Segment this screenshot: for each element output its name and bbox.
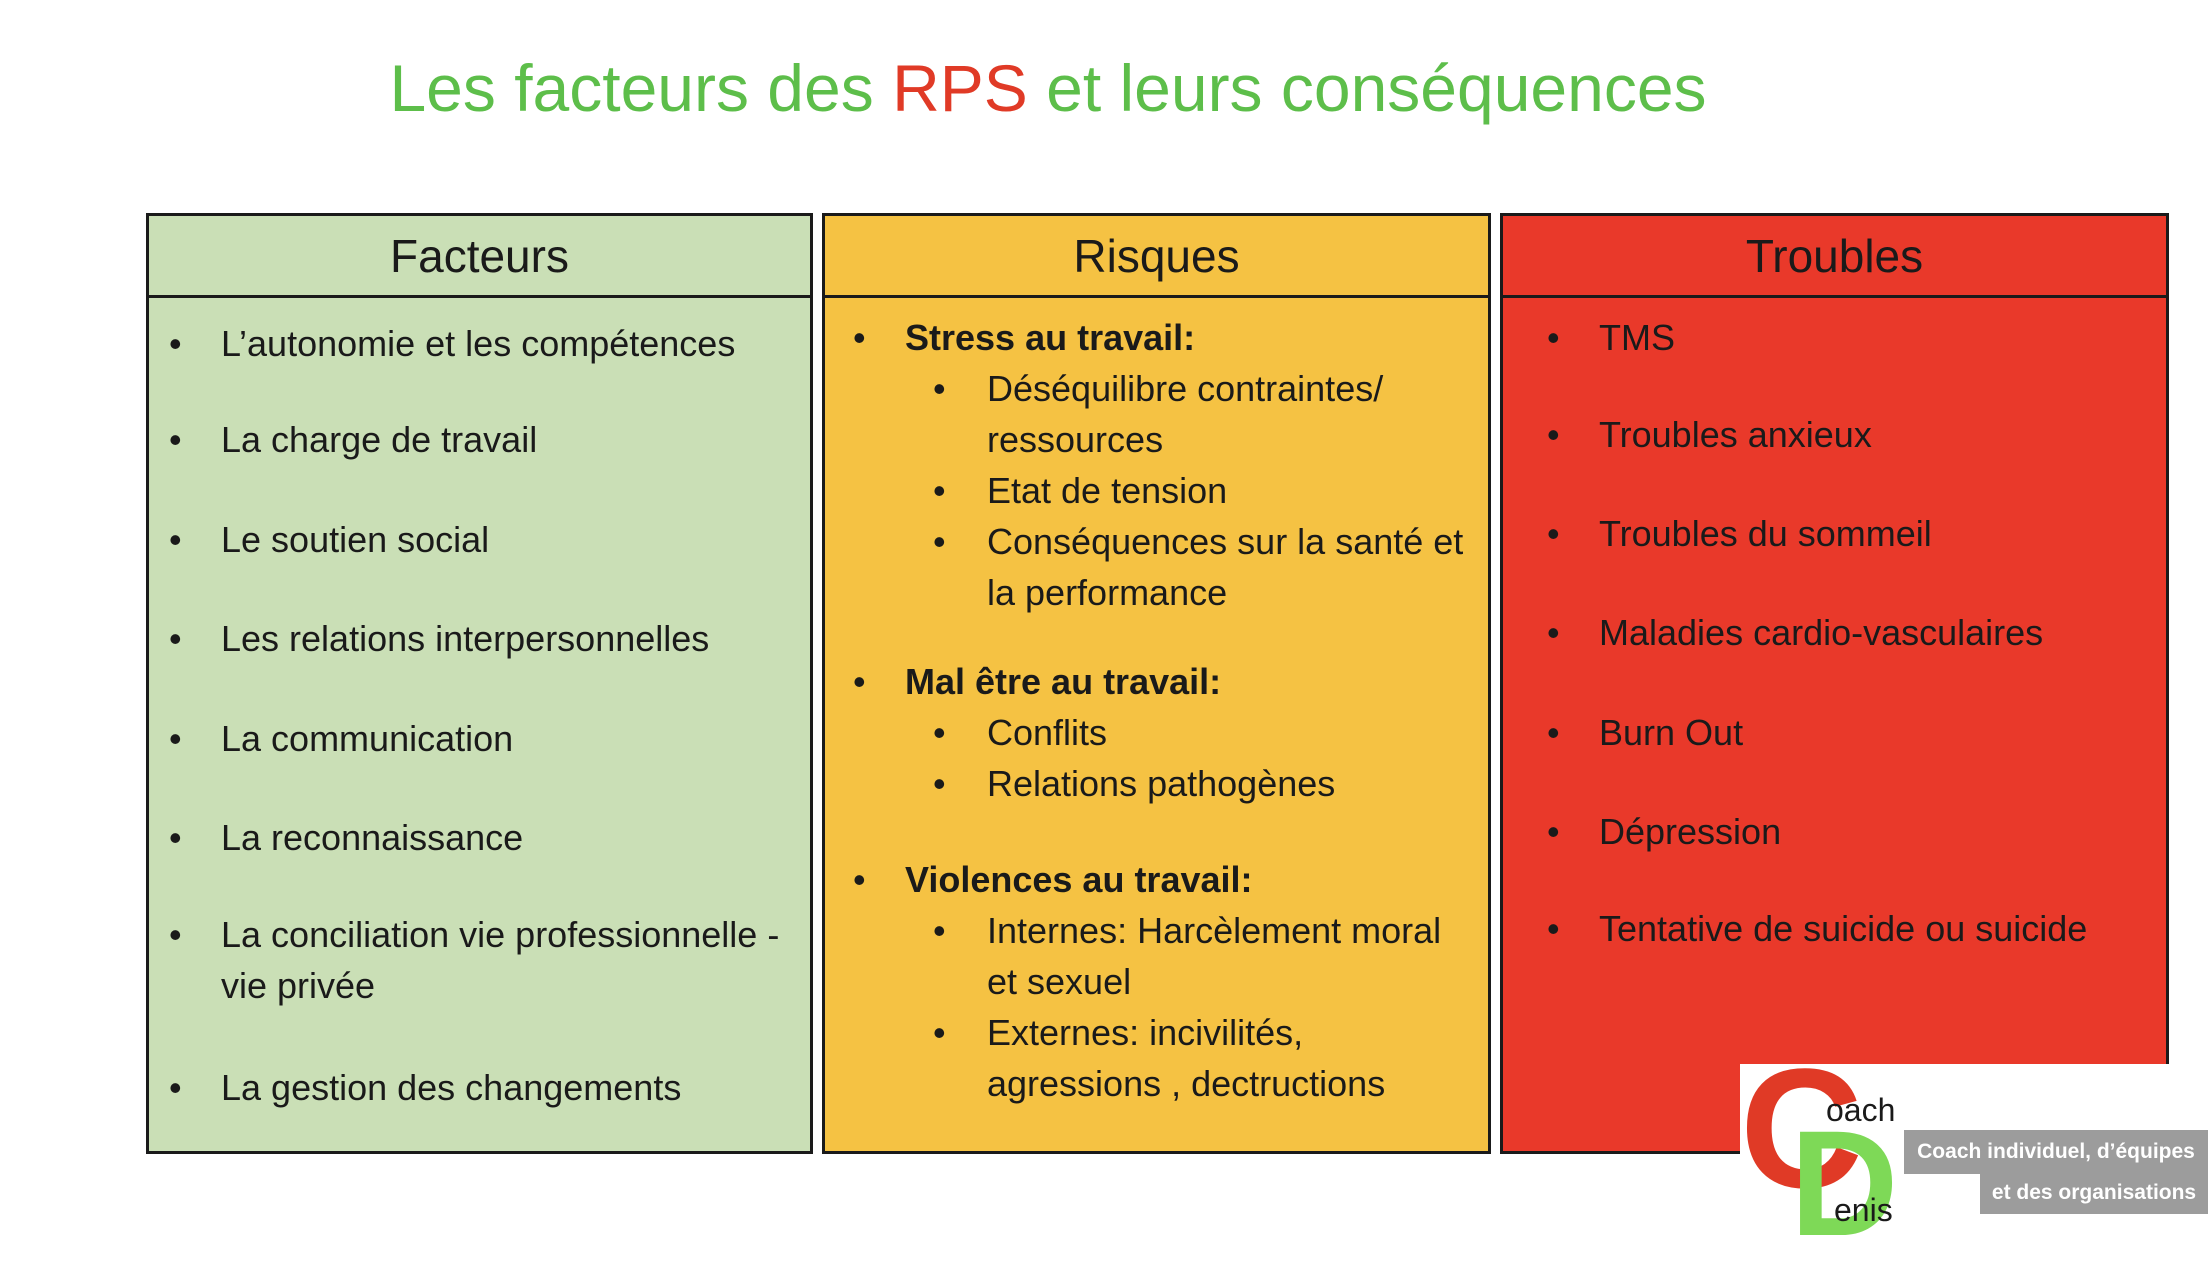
risques-group-label: Violences au travail: [905, 859, 1253, 900]
risques-group-label: Mal être au travail: [905, 661, 1222, 702]
risques-sublist: Déséquilibre contraintes/ ressources Eta… [905, 363, 1468, 618]
facteurs-item: La charge de travail [169, 414, 790, 465]
risques-column: Risques Stress au travail: Déséquilibre … [822, 213, 1491, 1154]
facteurs-item: La conciliation vie professionnelle - vi… [169, 909, 790, 1011]
facteurs-item: La gestion des changements [169, 1062, 790, 1113]
troubles-column: Troubles TMS Troubles anxieux Troubles d… [1500, 213, 2169, 1154]
risques-subitem: Conflits [905, 707, 1468, 758]
page-title: Les facteurs des RPS et leurs conséquenc… [0, 50, 2096, 126]
title-part1: Les facteurs des [389, 51, 893, 125]
troubles-item: Troubles anxieux [1547, 409, 2146, 460]
risques-sublist: Internes: Harcèlement moral et sexuel Ex… [905, 905, 1468, 1109]
risques-group: Mal être au travail: Conflits Relations … [853, 656, 1468, 809]
risques-group: Violences au travail: Internes: Harcèlem… [853, 854, 1468, 1109]
risques-sublist: Conflits Relations pathogènes [905, 707, 1468, 809]
facteurs-column: Facteurs L’autonomie et les compétences … [146, 213, 813, 1154]
troubles-item: Troubles du sommeil [1547, 508, 2146, 559]
facteurs-item: La communication [169, 713, 790, 764]
logo-d-letter: D [1790, 1099, 1899, 1267]
title-part2: et leurs conséquences [1027, 51, 1707, 125]
facteurs-item: Les relations interpersonnelles [169, 613, 790, 664]
logo-enis-text: enis [1834, 1192, 1893, 1228]
logo-oach-text: oach [1826, 1092, 1896, 1128]
facteurs-item: L’autonomie et les compétences [169, 318, 790, 369]
troubles-item: TMS [1547, 312, 2146, 363]
risques-subitem: Etat de tension [905, 465, 1468, 516]
risques-heading: Risques [825, 216, 1488, 298]
troubles-item: Burn Out [1547, 707, 2146, 758]
logo-c-letter: C [1740, 1034, 1863, 1224]
risques-group: Stress au travail: Déséquilibre contrain… [853, 312, 1468, 618]
risques-group-label: Stress au travail: [905, 317, 1196, 358]
troubles-item: Maladies cardio-vasculaires [1547, 607, 2146, 658]
facteurs-heading: Facteurs [149, 216, 810, 298]
troubles-item: Dépression [1547, 806, 2146, 857]
troubles-item: Tentative de suicide ou suicide [1547, 903, 2146, 954]
coach-denis-logo: C D oach enis Coach individuel, d’équipe… [1740, 1044, 2208, 1258]
risques-subitem: Relations pathogènes [905, 758, 1468, 809]
logo-tagline-2: et des organisations [1980, 1172, 2208, 1214]
facteurs-item: La reconnaissance [169, 812, 790, 863]
troubles-heading: Troubles [1503, 216, 2166, 298]
risques-subitem: Internes: Harcèlement moral et sexuel [905, 905, 1468, 1007]
facteurs-item: Le soutien social [169, 514, 790, 565]
logo-tagline-1: Coach individuel, d’équipes [1904, 1130, 2208, 1174]
risques-subitem: Conséquences sur la santé et la performa… [905, 516, 1468, 618]
risques-subitem: Déséquilibre contraintes/ ressources [905, 363, 1468, 465]
title-accent: RPS [892, 51, 1028, 125]
risques-subitem: Externes: incivilités, agressions , dect… [905, 1007, 1468, 1109]
